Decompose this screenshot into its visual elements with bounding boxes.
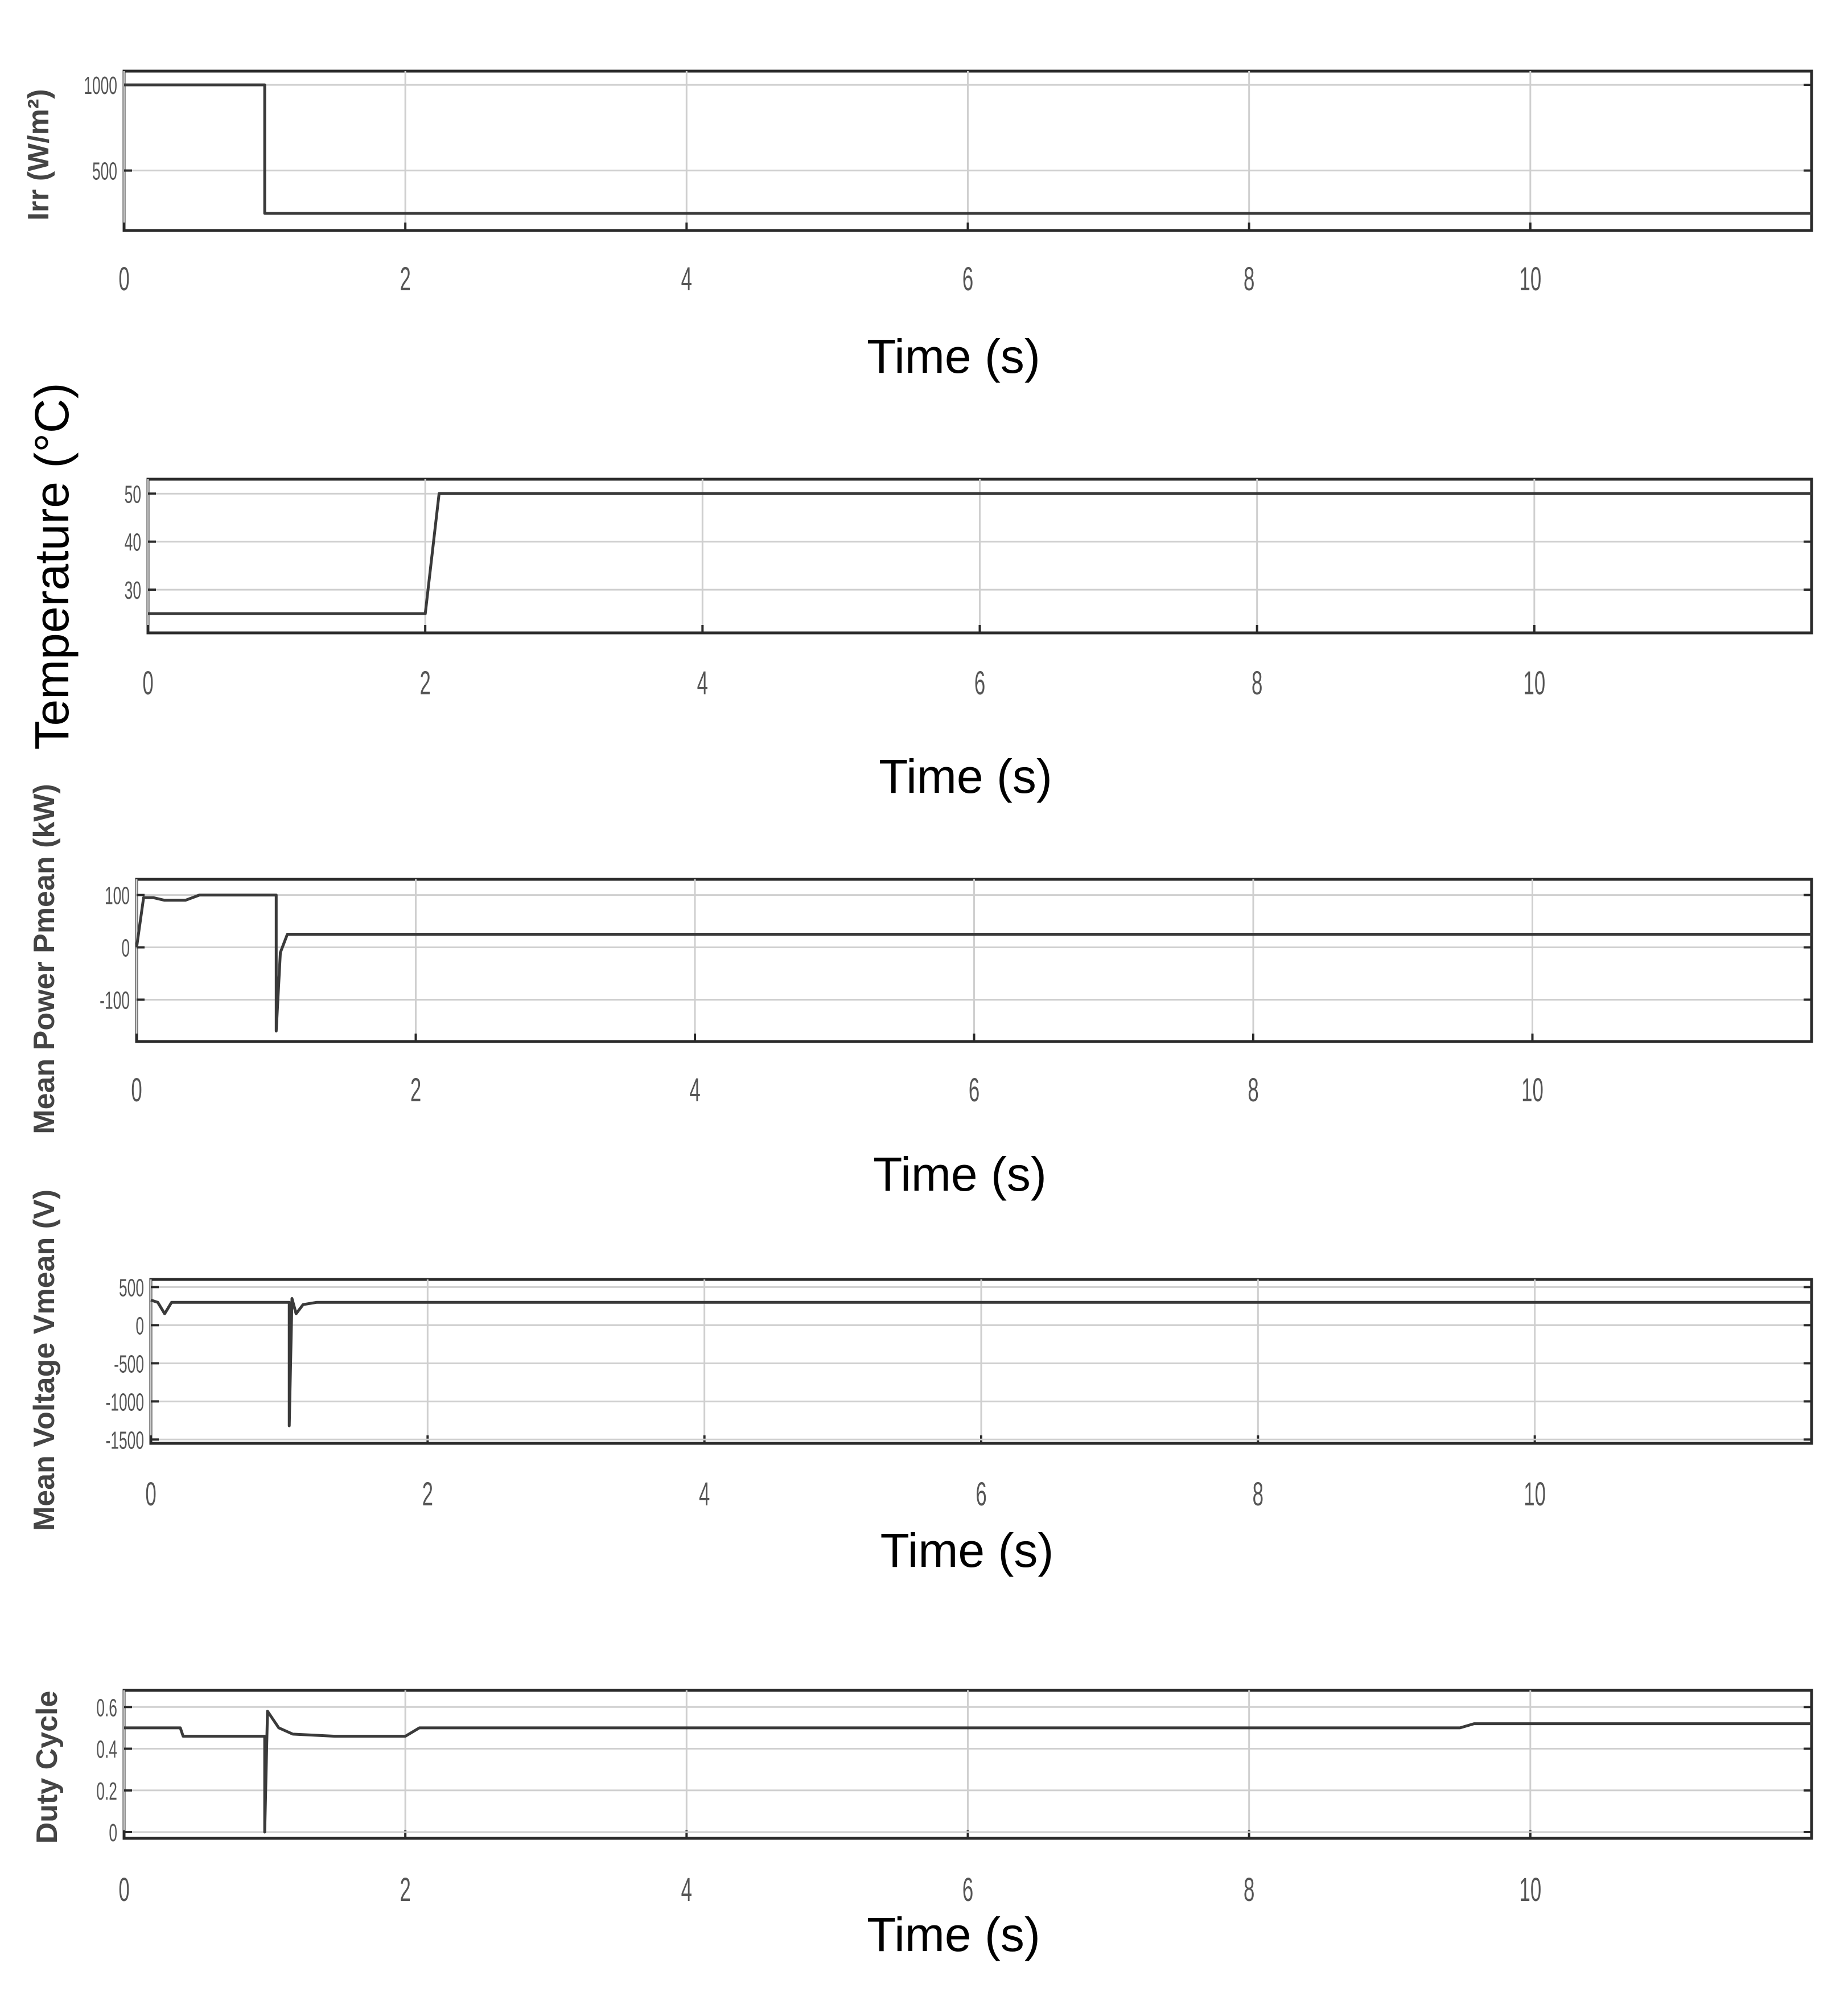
x-tick-label: 10 [1519,261,1541,298]
x-tick-label: 2 [422,1476,433,1513]
y-tick-label: 40 [125,528,141,557]
x-axis-label: Time (s) [867,1908,1040,1961]
x-tick-label: 2 [410,1072,421,1109]
x-tick-label: 4 [697,665,708,702]
x-tick-label: 4 [699,1476,710,1513]
x-tick-label: 8 [1244,1872,1254,1908]
x-tick-label: 6 [976,1476,986,1513]
x-tick-label: 6 [969,1072,979,1109]
chart-panel-1: 0 2 4 6 8 10 500 1000 Time (s) Irr (W/m²) [22,69,1813,383]
y-axis-label: Temperature (°C) [25,382,79,750]
y-tick-label: 0.2 [96,1777,117,1805]
x-tick-label: 8 [1252,665,1262,702]
series-line [135,894,1812,1033]
x-tick-label: 2 [400,1872,410,1908]
x-tick-label: 4 [689,1072,700,1109]
x-axis-label: Time (s) [873,1147,1047,1201]
y-axis-label: Mean Voltage Vmean (V) [28,1190,61,1531]
x-tick-label: 8 [1248,1072,1258,1109]
chart-panel-3: 0 2 4 6 8 10 -100 0 100 Time (s) Mean Power Pmean … [28,784,1813,1201]
x-tick-label: 10 [1521,1072,1544,1109]
y-tick-label: 500 [92,157,117,186]
series-line [148,492,1812,615]
y-tick-label: 1000 [84,71,117,100]
x-tick-label: 4 [681,261,692,298]
y-tick-label: -1500 [106,1426,144,1454]
x-tick-label: 0 [142,665,153,702]
x-axis-label: Time (s) [867,330,1040,383]
series-line [150,1297,1812,1427]
y-tick-label: 30 [125,576,141,604]
y-tick-label: -100 [100,986,130,1014]
y-tick-label: 0 [135,1311,144,1340]
y-tick-label: 0 [121,933,130,962]
x-tick-label: 6 [962,261,973,298]
chart-panel-4: 0 2 4 6 8 10 -1500 -1000 -500 0 500 Time (s) Mean Vo… [28,1190,1813,1577]
x-tick-label: 10 [1519,1872,1541,1908]
y-tick-label: -500 [114,1349,144,1378]
y-axis-label: Mean Power Pmean (kW) [28,784,61,1134]
y-axis-label: Duty Cycle [31,1691,64,1844]
x-tick-label: 8 [1244,261,1254,298]
chart-panel-2: 0 2 4 6 8 10 30 40 50 Time (s) Temperature (°C) [25,382,1813,803]
series-line [124,83,1812,215]
x-axis-label: Time (s) [879,750,1052,803]
x-tick-label: 10 [1523,665,1545,702]
x-tick-label: 8 [1253,1476,1263,1513]
y-tick-label: 50 [125,480,141,508]
x-tick-label: 6 [962,1872,973,1908]
x-tick-label: 6 [974,665,985,702]
y-axis-label: Irr (W/m²) [22,89,55,220]
x-tick-label: 10 [1524,1476,1546,1513]
y-tick-label: 100 [105,882,130,910]
chart-panel-5: 0 2 4 6 8 10 0 0.2 0.4 0.6 Time (s) Duty Cycle [31,1689,1813,1961]
x-tick-label: 0 [118,1872,129,1908]
series-line [124,1710,1812,1834]
y-tick-label: 0.6 [96,1693,117,1722]
x-tick-label: 0 [118,261,129,298]
y-tick-label: 0.4 [96,1735,117,1764]
y-tick-label: 0 [109,1818,117,1847]
x-axis-label: Time (s) [880,1524,1054,1577]
x-tick-label: 4 [681,1872,692,1908]
x-tick-label: 2 [419,665,430,702]
y-tick-label: -1000 [106,1388,144,1416]
x-tick-label: 0 [131,1072,142,1109]
x-tick-label: 0 [145,1476,156,1513]
x-tick-label: 2 [400,261,410,298]
y-tick-label: 500 [119,1273,144,1302]
